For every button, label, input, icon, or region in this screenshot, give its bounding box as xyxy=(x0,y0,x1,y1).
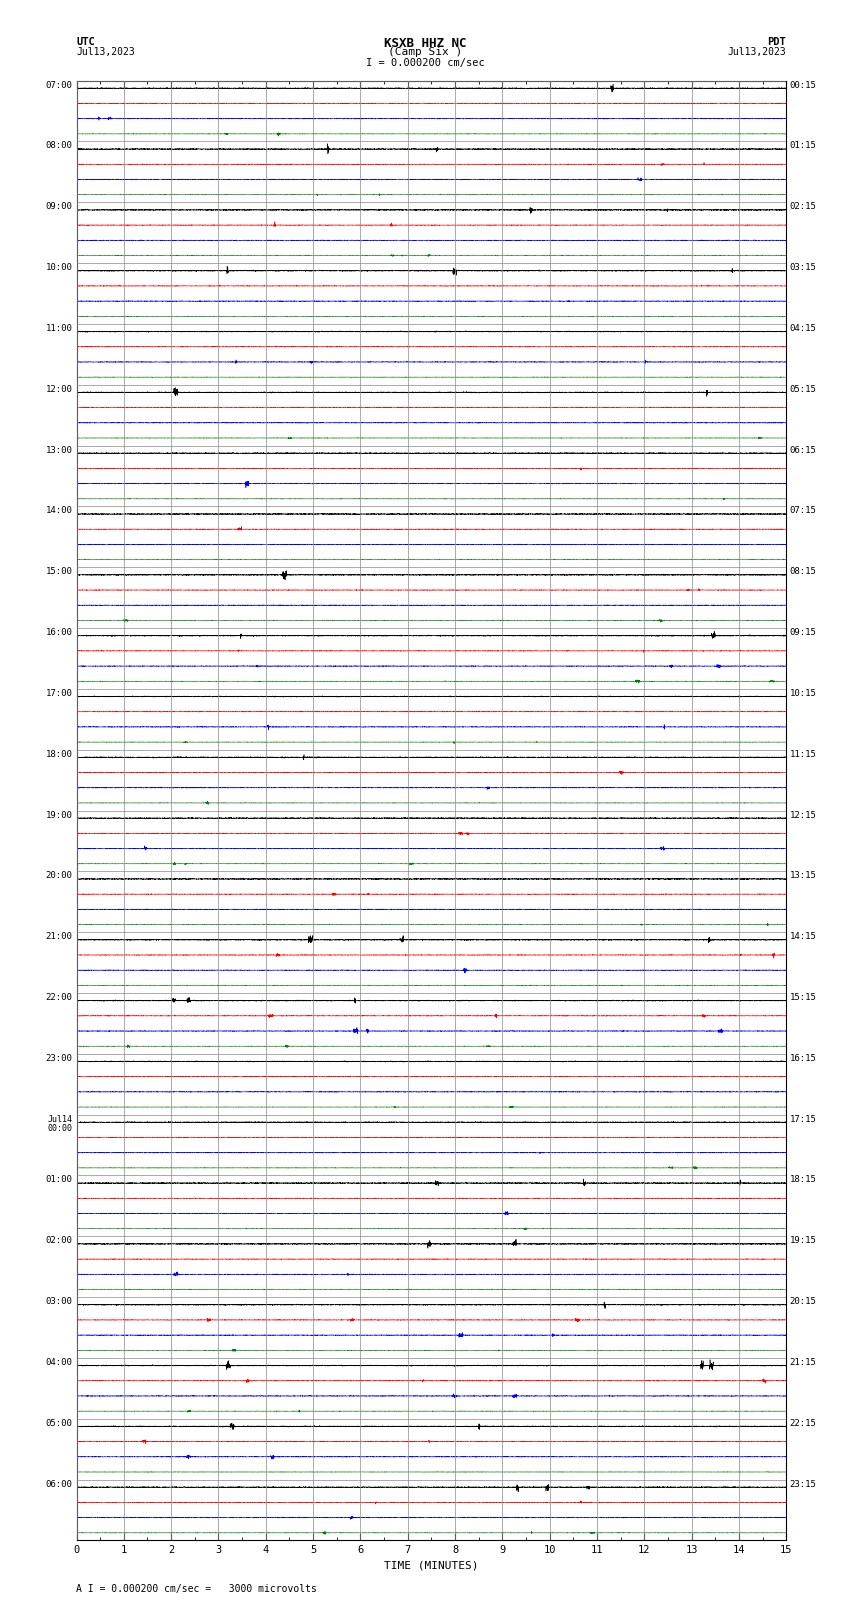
Text: 16:15: 16:15 xyxy=(790,1053,817,1063)
Text: 15:15: 15:15 xyxy=(790,994,817,1002)
Text: 19:15: 19:15 xyxy=(790,1236,817,1245)
Text: 02:15: 02:15 xyxy=(790,202,817,211)
Text: 04:15: 04:15 xyxy=(790,324,817,332)
Text: 20:15: 20:15 xyxy=(790,1297,817,1307)
Text: 19:00: 19:00 xyxy=(45,810,72,819)
Text: 13:00: 13:00 xyxy=(45,445,72,455)
Text: 21:15: 21:15 xyxy=(790,1358,817,1366)
Text: KSXB HHZ NC: KSXB HHZ NC xyxy=(383,37,467,50)
Text: 09:15: 09:15 xyxy=(790,627,817,637)
Text: 06:00: 06:00 xyxy=(45,1479,72,1489)
Text: A I = 0.000200 cm/sec =   3000 microvolts: A I = 0.000200 cm/sec = 3000 microvolts xyxy=(76,1584,317,1594)
Text: 14:00: 14:00 xyxy=(45,506,72,516)
Text: 18:00: 18:00 xyxy=(45,750,72,758)
Text: I = 0.000200 cm/sec: I = 0.000200 cm/sec xyxy=(366,58,484,68)
Text: 23:00: 23:00 xyxy=(45,1053,72,1063)
Text: Jul13,2023: Jul13,2023 xyxy=(728,47,786,56)
Text: 03:00: 03:00 xyxy=(45,1297,72,1307)
Text: 20:00: 20:00 xyxy=(45,871,72,881)
Text: 03:15: 03:15 xyxy=(790,263,817,273)
Text: 07:15: 07:15 xyxy=(790,506,817,516)
Text: 17:15: 17:15 xyxy=(790,1115,817,1124)
Text: 16:00: 16:00 xyxy=(45,627,72,637)
Text: 12:15: 12:15 xyxy=(790,810,817,819)
Text: 13:15: 13:15 xyxy=(790,871,817,881)
Text: 00:15: 00:15 xyxy=(790,81,817,90)
Text: Jul14
00:00: Jul14 00:00 xyxy=(48,1115,72,1132)
Text: 02:00: 02:00 xyxy=(45,1236,72,1245)
Text: 09:00: 09:00 xyxy=(45,202,72,211)
Text: 07:00: 07:00 xyxy=(45,81,72,90)
Text: 06:15: 06:15 xyxy=(790,445,817,455)
Text: 11:15: 11:15 xyxy=(790,750,817,758)
Text: 01:00: 01:00 xyxy=(45,1176,72,1184)
Text: PDT: PDT xyxy=(768,37,786,47)
Text: 12:00: 12:00 xyxy=(45,386,72,394)
Text: 23:15: 23:15 xyxy=(790,1479,817,1489)
Text: 10:00: 10:00 xyxy=(45,263,72,273)
Text: 08:15: 08:15 xyxy=(790,568,817,576)
Text: 14:15: 14:15 xyxy=(790,932,817,940)
Text: 01:15: 01:15 xyxy=(790,142,817,150)
Text: 05:15: 05:15 xyxy=(790,386,817,394)
Text: 11:00: 11:00 xyxy=(45,324,72,332)
Text: 22:00: 22:00 xyxy=(45,994,72,1002)
Text: 21:00: 21:00 xyxy=(45,932,72,940)
Text: 15:00: 15:00 xyxy=(45,568,72,576)
Text: 18:15: 18:15 xyxy=(790,1176,817,1184)
Text: 05:00: 05:00 xyxy=(45,1419,72,1428)
Text: 22:15: 22:15 xyxy=(790,1419,817,1428)
Text: 17:00: 17:00 xyxy=(45,689,72,698)
X-axis label: TIME (MINUTES): TIME (MINUTES) xyxy=(384,1561,479,1571)
Text: (Camp Six ): (Camp Six ) xyxy=(388,47,462,56)
Text: UTC: UTC xyxy=(76,37,95,47)
Text: 04:00: 04:00 xyxy=(45,1358,72,1366)
Text: 10:15: 10:15 xyxy=(790,689,817,698)
Text: Jul13,2023: Jul13,2023 xyxy=(76,47,135,56)
Text: 08:00: 08:00 xyxy=(45,142,72,150)
